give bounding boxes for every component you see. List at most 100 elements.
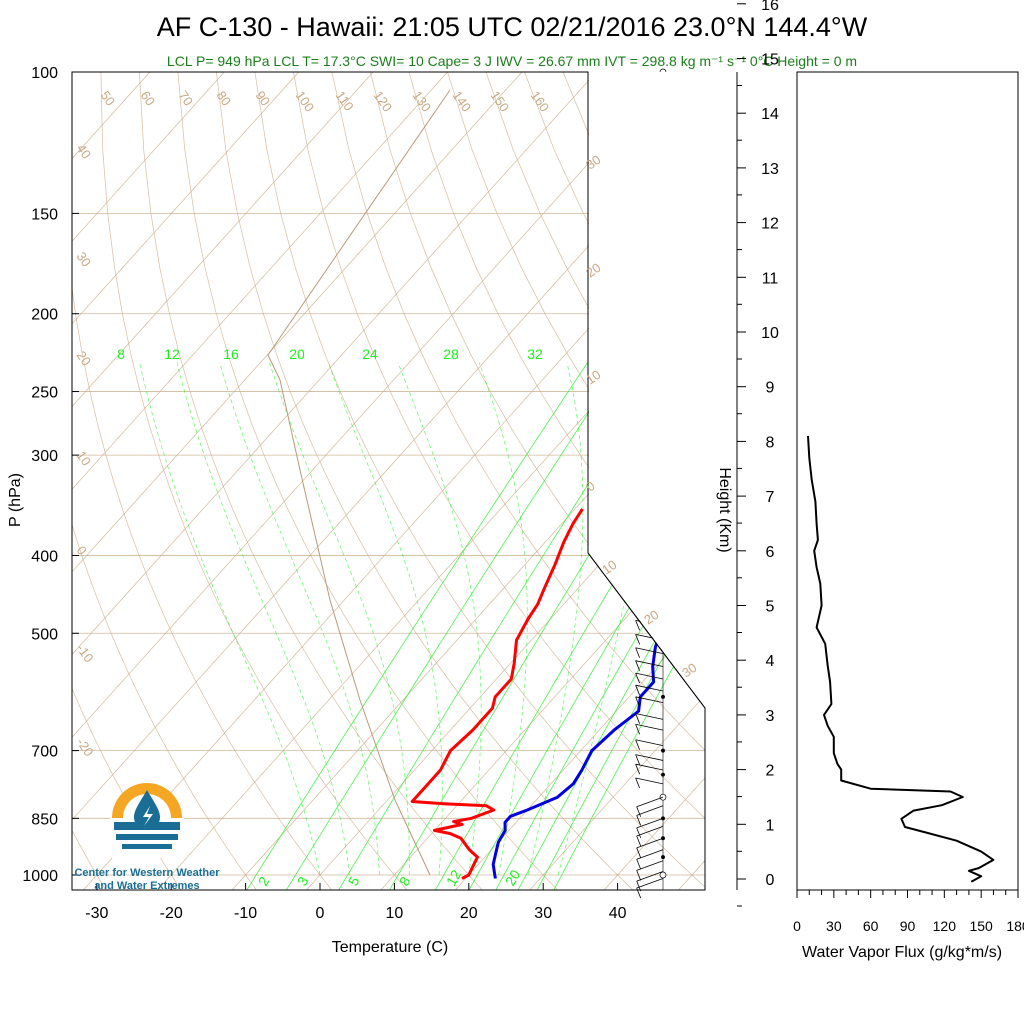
dry-adiabat <box>100 72 408 890</box>
y-tick-label: 100 <box>31 65 58 82</box>
mixing-ratio-line <box>517 552 705 890</box>
wind-barb-feather <box>636 827 642 839</box>
isotherm-line <box>454 612 705 890</box>
height-tick-label: 12 <box>761 216 779 233</box>
adiabat-right-label: 30 <box>679 660 699 681</box>
wind-barb-feather <box>635 634 640 645</box>
moist-adiabat <box>176 362 351 876</box>
wind-barb <box>635 684 664 692</box>
mixing-ratio-line <box>285 362 622 890</box>
height-tick-label: 4 <box>766 653 775 670</box>
moist-adiabat <box>327 362 443 876</box>
y-tick-label: 850 <box>31 811 58 828</box>
x-tick-label: -10 <box>234 905 257 922</box>
height-tick-label: 15 <box>761 52 779 69</box>
flux-panel: 0123456789101112131415160306090120150180… <box>716 0 1024 961</box>
isotherm-line <box>72 72 671 738</box>
isotherm-top-label: 80 <box>214 88 235 108</box>
wind-barb-feather <box>635 647 640 658</box>
cw3e-logo: Center for Western Weather and Water Ext… <box>74 783 220 892</box>
wind-barb <box>636 805 664 816</box>
height-tick-label: 6 <box>766 544 775 561</box>
logo-line-2: and Water Extremes <box>94 880 199 892</box>
wind-barb <box>635 672 664 680</box>
wind-barb <box>635 777 664 785</box>
x-tick-label: -30 <box>85 905 108 922</box>
mixing-ratio-line <box>553 608 705 890</box>
isotherm-top-label: 50 <box>98 88 119 108</box>
wind-barb <box>635 713 664 720</box>
height-tick-label: 1 <box>766 817 775 834</box>
height-tick-label: 14 <box>761 106 779 123</box>
adiabat-right-label: 20 <box>583 260 603 281</box>
wind-barb <box>635 763 664 771</box>
isotherm-line <box>380 529 705 890</box>
isotherm-line <box>72 72 597 656</box>
flux-x-tick-label: 150 <box>969 918 993 934</box>
dry-adiabat <box>293 72 705 819</box>
wind-barb <box>636 837 664 849</box>
wind-level-dot <box>661 772 665 777</box>
adiabat-right-label: 10 <box>583 367 603 388</box>
wind-barb-feather <box>636 835 642 847</box>
water-drop-icon <box>134 790 160 830</box>
wind-barb-feather <box>635 685 640 696</box>
isotherm-left-label: 20 <box>74 348 95 368</box>
mixing-ratio-label: 32 <box>527 346 543 362</box>
mixing-ratio-line <box>338 362 667 890</box>
height-tick-label: 7 <box>766 489 775 506</box>
y-tick-label: 1000 <box>22 868 58 885</box>
frame-cut-edge <box>587 72 706 709</box>
wind-barb-feather <box>636 859 642 870</box>
x-tick-label: 30 <box>534 905 552 922</box>
mixing-ratio-label: 20 <box>289 346 305 362</box>
height-tick-label: 3 <box>766 708 775 725</box>
wind-barb <box>636 860 664 871</box>
wind-barb-feather <box>635 777 640 789</box>
height-tick-label: 11 <box>762 270 779 287</box>
wind-barb <box>635 647 664 654</box>
wind-barb <box>636 849 664 860</box>
mixing-ratio-label: 20 <box>502 867 524 889</box>
flux-profile <box>807 435 995 883</box>
x-axis-label: Temperature (C) <box>332 939 448 956</box>
wind-level-dot <box>661 855 665 860</box>
isotherm-line <box>72 72 225 242</box>
height-tick-label: 9 <box>766 380 775 397</box>
y-tick-label: 150 <box>31 206 58 223</box>
dry-adiabat <box>254 72 705 888</box>
parcel-line <box>267 89 451 876</box>
wind-barb-feather <box>635 696 640 707</box>
frame-mask <box>589 72 705 707</box>
isotherm-line <box>72 72 448 490</box>
adiabat-right-label: 20 <box>641 607 661 628</box>
moist-adiabat <box>397 362 482 876</box>
dry-adiabat <box>139 72 483 890</box>
dry-adiabat <box>72 285 333 890</box>
isotherm-line <box>72 72 299 325</box>
isotherm-top-label: 70 <box>176 88 197 108</box>
wind-barb-feather <box>636 815 642 826</box>
flux-x-tick-label: 0 <box>793 918 801 934</box>
height-tick-label: 5 <box>766 599 775 616</box>
y-tick-label: 400 <box>31 548 58 565</box>
y-axis-label: P (hPa) <box>7 473 24 527</box>
wind-barb <box>635 754 664 761</box>
dry-adiabat <box>331 72 705 751</box>
dry-adiabat <box>216 72 634 890</box>
mixing-ratio-label: 12 <box>164 346 180 362</box>
mixing-ratio-line <box>246 362 588 890</box>
wind-barb-feather <box>635 764 640 775</box>
height-tick-label: 13 <box>761 161 779 178</box>
wind-barb <box>635 723 664 731</box>
height-tick-label: 2 <box>766 763 775 780</box>
adiabat-right-label: 10 <box>599 557 619 578</box>
mixing-ratio-label: 24 <box>362 346 378 362</box>
isotherm-line <box>529 694 705 890</box>
wind-barb-feather <box>635 724 640 735</box>
mixing-ratio-label: 28 <box>443 346 459 362</box>
wind-barb <box>636 878 664 889</box>
mixing-ratio-label: 12 <box>443 867 465 889</box>
dry-adiabat <box>72 829 107 890</box>
